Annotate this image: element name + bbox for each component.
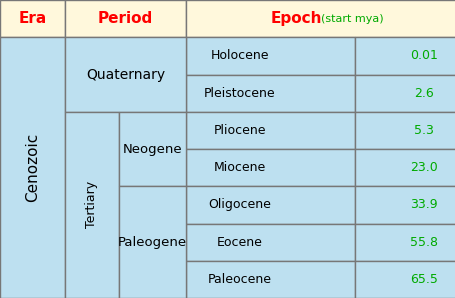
Bar	[118, 186, 186, 298]
Bar	[354, 74, 455, 112]
Bar	[354, 149, 455, 186]
Text: Paleogene: Paleogene	[117, 236, 187, 249]
Text: Quaternary: Quaternary	[86, 68, 165, 81]
Bar	[65, 37, 186, 112]
Bar	[186, 112, 354, 149]
Text: Eocene: Eocene	[217, 236, 263, 249]
Bar	[354, 37, 455, 74]
Text: (start mya): (start mya)	[320, 14, 383, 24]
Text: Period: Period	[97, 11, 153, 26]
Bar	[354, 224, 455, 261]
Text: Holocene: Holocene	[210, 49, 269, 62]
Text: Miocene: Miocene	[213, 161, 266, 174]
Text: 23.0: 23.0	[409, 161, 436, 174]
Bar	[186, 186, 354, 224]
Bar	[186, 0, 455, 37]
Bar	[65, 112, 118, 298]
Bar	[186, 224, 354, 261]
Text: 0.01: 0.01	[409, 49, 437, 62]
Text: Paleocene: Paleocene	[207, 273, 272, 286]
Bar	[186, 261, 354, 298]
Text: 2.6: 2.6	[413, 87, 433, 100]
Text: Era: Era	[18, 11, 46, 26]
Text: Cenozoic: Cenozoic	[25, 133, 40, 202]
Text: Pliocene: Pliocene	[213, 124, 266, 137]
Bar	[354, 261, 455, 298]
Text: Oligocene: Oligocene	[208, 198, 271, 211]
Bar	[354, 112, 455, 149]
Bar	[186, 74, 354, 112]
Bar	[0, 0, 65, 37]
Bar	[118, 112, 186, 186]
Bar	[186, 149, 354, 186]
Text: Tertiary: Tertiary	[85, 181, 98, 229]
Text: 33.9: 33.9	[409, 198, 436, 211]
Text: 5.3: 5.3	[413, 124, 433, 137]
Text: 55.8: 55.8	[409, 236, 437, 249]
Bar	[0, 37, 65, 298]
Bar	[354, 186, 455, 224]
Text: Pleistocene: Pleistocene	[204, 87, 275, 100]
Text: Neogene: Neogene	[122, 142, 182, 156]
Text: 65.5: 65.5	[409, 273, 437, 286]
Bar	[65, 0, 186, 37]
Bar	[186, 37, 354, 74]
Text: Epoch: Epoch	[270, 11, 321, 26]
